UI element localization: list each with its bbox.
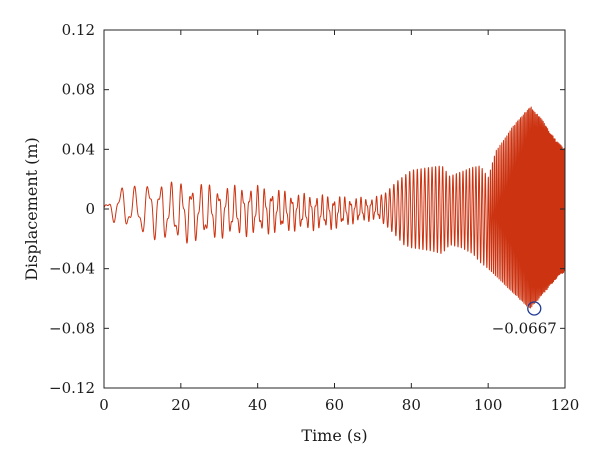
y-tick-label: 0.08	[62, 81, 95, 99]
y-tick-label: −0.04	[49, 260, 95, 278]
y-tick-label: 0	[85, 200, 95, 218]
y-tick-label: −0.08	[49, 319, 95, 337]
y-axis: −0.12 −0.08 −0.04 0 0.04 0.08 0.12	[49, 21, 565, 397]
x-tick-label: 20	[171, 396, 190, 414]
x-axis: 0 20 40 60 80 100 120	[99, 30, 579, 414]
series-line	[103, 106, 566, 309]
x-tick-label: 60	[325, 396, 344, 414]
y-tick-label: 0.04	[62, 140, 95, 158]
series-group	[103, 106, 566, 309]
x-axis-label: Time (s)	[301, 426, 367, 445]
min-value-label: −0.0667	[492, 319, 557, 337]
x-tick-label: 100	[474, 396, 503, 414]
x-tick-label: 0	[99, 396, 109, 414]
x-tick-label: 80	[402, 396, 421, 414]
x-tick-label: 120	[551, 396, 580, 414]
y-tick-label: 0.12	[62, 21, 95, 39]
y-axis-label: Displacement (m)	[22, 137, 41, 281]
x-tick-label: 40	[248, 396, 267, 414]
annotation-group: −0.0667	[492, 301, 557, 337]
y-tick-label: −0.12	[49, 379, 95, 397]
min-marker	[527, 301, 542, 316]
